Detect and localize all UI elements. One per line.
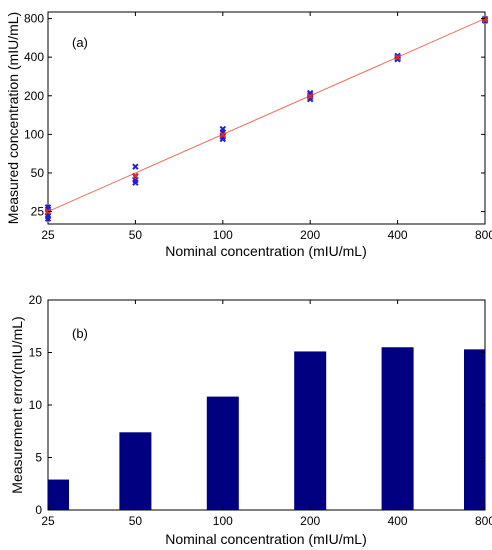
- panel-a: 25 50 100 200 400 800 25 50 100 200 400 800 (a) No…: [5, 11, 492, 259]
- y-tick-label: 20: [29, 293, 43, 307]
- mean-point: [481, 16, 489, 23]
- panel-b-label: (b): [72, 326, 88, 341]
- bar: [206, 396, 239, 510]
- x-tick-label: 200: [300, 228, 320, 242]
- panel-a-y-ticks: 25 50 100 200 400 800: [24, 12, 485, 219]
- x-tick-label: 400: [388, 514, 408, 528]
- x-tick-label: 50: [129, 514, 143, 528]
- panel-b-y-axis-label: Measurement error(mIU/mL): [9, 316, 25, 493]
- bar: [294, 351, 327, 510]
- panel-b-y-ticks: 0 5 10 15 20: [29, 293, 485, 517]
- mean-point: [394, 54, 401, 61]
- x-tick-label: 25: [41, 228, 55, 242]
- x-tick-label: 400: [388, 228, 408, 242]
- panel-b-x-ticks: 25 50 100 200 400 800: [41, 300, 492, 528]
- bar: [464, 349, 485, 510]
- measured-point: [219, 125, 227, 133]
- y-tick-label: 200: [24, 89, 44, 103]
- y-tick-label: 400: [24, 50, 44, 64]
- y-tick-label: 100: [24, 127, 44, 141]
- y-tick-label: 800: [24, 12, 44, 26]
- panel-a-fit-line-group: [47, 18, 486, 213]
- mean-point: [306, 93, 314, 100]
- x-tick-label: 25: [41, 514, 55, 528]
- x-tick-label: 50: [129, 228, 143, 242]
- panel-a-x-axis-label: Nominal concentration (mIU/mL): [165, 243, 367, 259]
- x-tick-label: 100: [213, 514, 233, 528]
- y-tick-label: 0: [35, 503, 42, 517]
- x-tick-label: 800: [475, 514, 492, 528]
- measured-point: [132, 163, 139, 170]
- panel-a-plot-area: [47, 11, 486, 225]
- y-tick-label: 10: [29, 398, 43, 412]
- panel-a-x-ticks: 25 50 100 200 400 800: [41, 12, 492, 242]
- y-tick-label: 50: [31, 166, 45, 180]
- panel-b-x-axis-label: Nominal concentration (mIU/mL): [165, 531, 367, 547]
- x-tick-label: 200: [300, 514, 320, 528]
- y-tick-label: 25: [31, 205, 45, 219]
- mean-point: [219, 131, 227, 139]
- bar: [48, 479, 69, 510]
- bar: [381, 347, 414, 510]
- bar: [119, 432, 152, 510]
- y-tick-label: 15: [29, 346, 43, 360]
- panel-a-y-axis-label: Measured concentration (mIU/mL): [5, 12, 21, 224]
- panel-a-label: (a): [72, 35, 88, 50]
- mean-point: [132, 172, 139, 180]
- fit-line: [47, 18, 486, 213]
- panel-b: 25 50 100 200 400 800 0 5 10 15 20 (b) Nominal co…: [9, 293, 492, 547]
- panel-b-bars: [48, 347, 485, 510]
- x-tick-label: 800: [475, 228, 492, 242]
- y-tick-label: 5: [35, 451, 42, 465]
- measured-point: [394, 52, 401, 59]
- panel-b-plot-area: [47, 299, 486, 511]
- x-tick-label: 100: [213, 228, 233, 242]
